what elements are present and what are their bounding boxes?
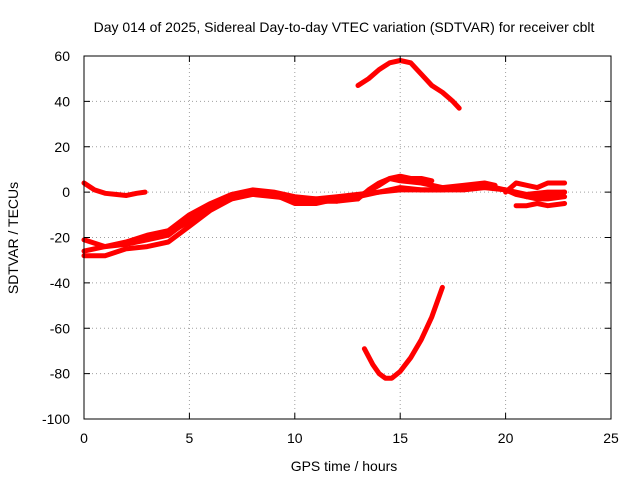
y-tick-label: -20	[50, 230, 70, 246]
series-arc-3	[361, 284, 445, 381]
y-tick-label: 40	[54, 93, 70, 109]
x-tick-label: 25	[603, 430, 619, 446]
y-tick-label: 60	[54, 48, 70, 64]
x-tick-label: 15	[392, 430, 408, 446]
series-arc-8	[355, 176, 498, 202]
series-arc-2	[355, 58, 462, 111]
x-tick-label: 10	[287, 430, 303, 446]
chart-title: Day 014 of 2025, Sidereal Day-to-day VTE…	[94, 19, 595, 35]
x-tick-label: 20	[498, 430, 514, 446]
series-arc-10	[513, 201, 568, 209]
x-tick-label: 0	[80, 430, 88, 446]
y-tick-label: -60	[50, 320, 70, 336]
series-group	[81, 58, 568, 381]
y-tick-label: -40	[50, 275, 70, 291]
axis-ticks: 0 5 10 15 20 25 -100 -80 -60 -40 -20 0 20 40 60	[42, 48, 619, 446]
series-arc-1	[81, 180, 148, 198]
series-arc-9	[503, 180, 568, 195]
series-arc-6	[81, 173, 435, 250]
x-tick-label: 5	[186, 430, 194, 446]
grid	[84, 56, 611, 419]
series-arc-11	[503, 187, 568, 202]
x-axis-title: GPS time / hours	[291, 458, 398, 474]
y-axis-title: SDTVAR / TECUs	[5, 182, 21, 294]
y-tick-label: 20	[54, 139, 70, 155]
y-tick-label: -80	[50, 366, 70, 382]
y-tick-label: -100	[42, 411, 70, 427]
y-tick-label: 0	[62, 184, 70, 200]
